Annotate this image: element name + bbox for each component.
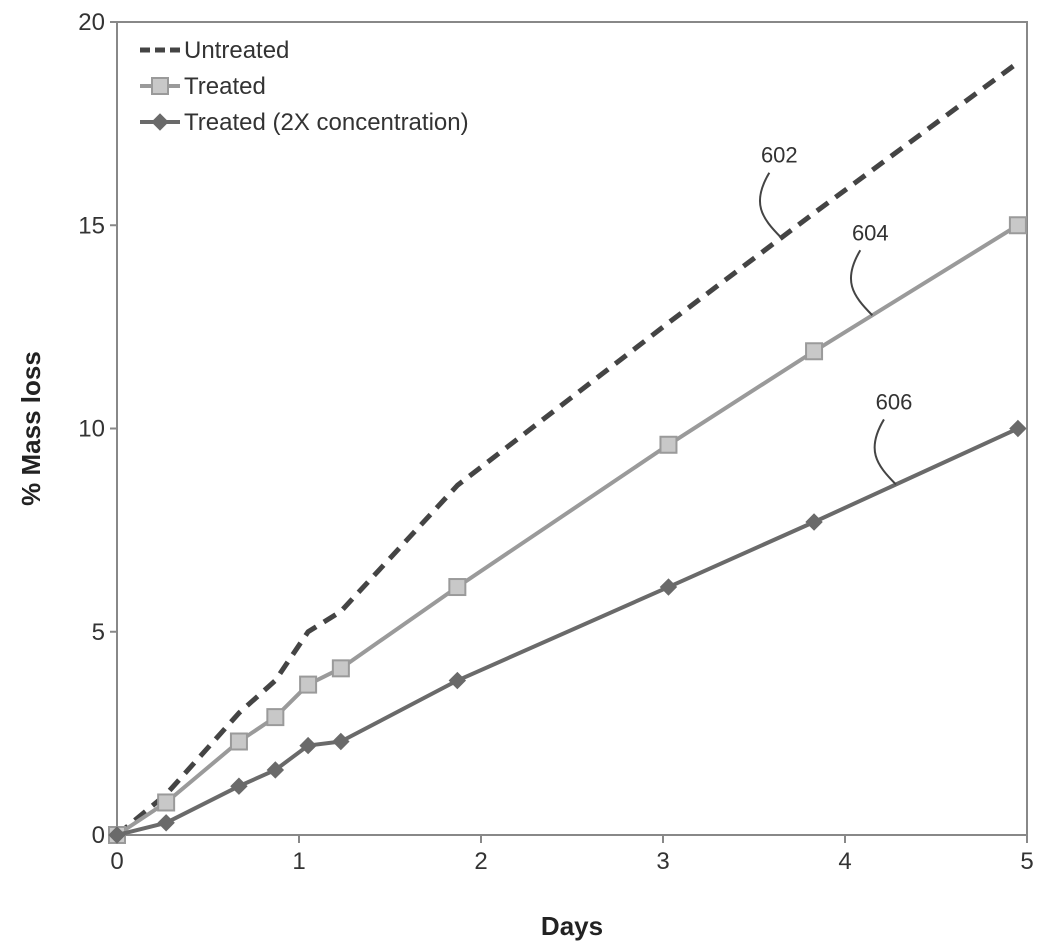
x-tick-label: 2 xyxy=(474,848,487,875)
x-axis-ticks: 0 1 2 3 4 5 xyxy=(110,835,1033,875)
data-point xyxy=(158,815,174,831)
plot-frame xyxy=(117,22,1027,835)
data-point xyxy=(267,709,283,725)
series-treated-2x-concentration xyxy=(109,421,1026,844)
data-point xyxy=(158,794,174,810)
data-point xyxy=(660,437,676,453)
y-tick-label: 20 xyxy=(78,9,105,36)
series-line xyxy=(117,63,1018,835)
legend-marker xyxy=(152,78,168,94)
x-tick-label: 1 xyxy=(292,848,305,875)
x-tick-label: 5 xyxy=(1020,848,1033,875)
annotation-leader xyxy=(851,250,872,315)
legend-label: Treated (2X concentration) xyxy=(184,109,469,136)
y-axis-ticks: 0 5 10 15 20 xyxy=(78,9,117,849)
annotation-606: 606 xyxy=(875,389,913,484)
annotation-label: 606 xyxy=(876,389,913,414)
data-point xyxy=(333,734,349,750)
annotation-604: 604 xyxy=(851,220,889,315)
data-point xyxy=(300,677,316,693)
data-point xyxy=(806,514,822,530)
data-point xyxy=(231,778,247,794)
annotation-leader xyxy=(760,173,781,238)
legend-item: Treated (2X concentration) xyxy=(140,109,469,136)
y-tick-label: 5 xyxy=(92,619,105,646)
annotation-leader xyxy=(875,419,896,484)
annotation-label: 604 xyxy=(852,220,889,245)
legend: Untreated Treated Treated (2X concentratio… xyxy=(140,37,469,136)
data-point xyxy=(231,734,247,750)
legend-label: Treated xyxy=(184,73,266,100)
y-tick-label: 10 xyxy=(78,416,105,443)
data-point xyxy=(1010,217,1026,233)
data-point xyxy=(449,579,465,595)
legend-item: Treated xyxy=(140,73,266,100)
x-tick-label: 3 xyxy=(656,848,669,875)
y-tick-label: 0 xyxy=(92,822,105,849)
annotation-label: 602 xyxy=(761,143,798,168)
series-layer xyxy=(109,63,1026,843)
data-point xyxy=(449,673,465,689)
series-untreated xyxy=(117,63,1018,835)
x-axis-label: Days xyxy=(541,911,603,941)
legend-marker xyxy=(152,114,168,130)
y-axis-label: % Mass loss xyxy=(16,351,46,506)
series-line xyxy=(117,225,1018,835)
x-tick-label: 4 xyxy=(838,848,851,875)
data-point xyxy=(1010,421,1026,437)
legend-label: Untreated xyxy=(184,37,289,64)
y-tick-label: 15 xyxy=(78,212,105,239)
x-tick-label: 0 xyxy=(110,848,123,875)
data-point xyxy=(333,660,349,676)
plot-border xyxy=(117,22,1027,835)
annotation-602: 602 xyxy=(760,143,798,238)
series-line xyxy=(117,429,1018,836)
data-point xyxy=(660,579,676,595)
data-point xyxy=(806,343,822,359)
legend-item: Untreated xyxy=(140,37,289,64)
series-treated xyxy=(109,217,1026,843)
